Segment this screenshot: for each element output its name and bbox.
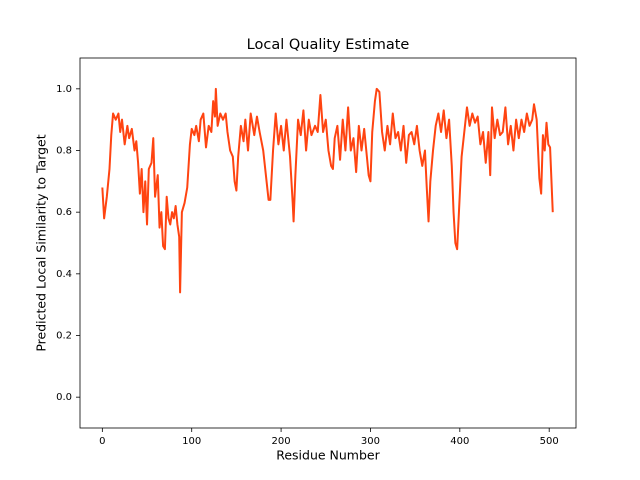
axes-frame [79,57,577,429]
x-tick-label: 200 [272,436,291,447]
plot-area: 0 100 200 300 400 500 0.0 0.2 0.4 0.6 0.8 1.0 [56,57,577,447]
y-tick-label: 0.0 [56,392,72,403]
y-tick-label: 0.6 [56,207,72,218]
x-tick-label: 300 [361,436,380,447]
chart-title: Local Quality Estimate [247,37,410,53]
y-tick-label: 0.2 [56,331,72,342]
y-tick-label: 0.8 [56,146,72,157]
data-line [101,87,554,294]
x-tick-label: 0 [99,436,105,447]
x-tick-label: 500 [540,436,559,447]
y-tick-label: 0.4 [56,269,72,280]
x-axis-label: Residue Number [276,448,380,463]
y-axis-label: Predicted Local Similarity to Target [34,134,49,351]
x-tick-label: 400 [450,436,469,447]
x-tick-label: 100 [182,436,201,447]
y-tick-label: 1.0 [56,84,72,95]
